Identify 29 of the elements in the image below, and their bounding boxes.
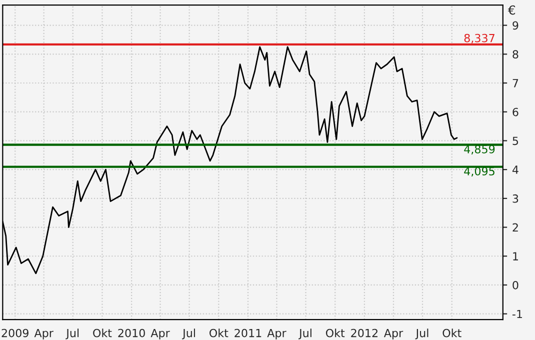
y-tick-label: -1: [512, 310, 522, 318]
x-tick-label: Okt: [326, 328, 345, 338]
y-tick-label: 1: [513, 252, 518, 260]
ref-line-label: 8,337: [464, 34, 494, 44]
x-tick-label: Apr: [34, 328, 54, 340]
x-tick-label: Okt: [442, 328, 462, 338]
y-tick-label: 8: [512, 50, 518, 59]
y-tick-label: 0: [512, 280, 518, 290]
x-tick-label: Okt: [210, 328, 228, 338]
x-tick-label: Apr: [384, 328, 404, 340]
y-axis-title: €: [508, 5, 516, 15]
x-tick-label: Okt: [93, 328, 112, 338]
y-tick-label: 3: [512, 194, 518, 203]
y-tick-label: 5: [512, 136, 518, 146]
x-tick-label: 2009: [2, 328, 28, 338]
x-tick-label: Jul: [182, 328, 195, 340]
y-tick-label: 2: [512, 223, 518, 232]
x-tick-label: 2011: [234, 328, 262, 338]
y-tick-label: 6: [512, 108, 518, 116]
x-tick-label: Jul: [415, 328, 428, 340]
y-tick-label: 7: [512, 79, 518, 88]
x-tick-label: 2012: [351, 328, 378, 338]
y-tick-label: 4: [512, 166, 518, 174]
x-tick-label: Apr: [267, 328, 286, 340]
y-tick-label: 9: [512, 21, 518, 30]
x-tick-label: 2010: [118, 328, 145, 338]
x-tick-label: Jul: [298, 328, 312, 340]
x-tick-label: Apr: [150, 328, 170, 340]
x-tick-label: Jul: [66, 328, 79, 340]
